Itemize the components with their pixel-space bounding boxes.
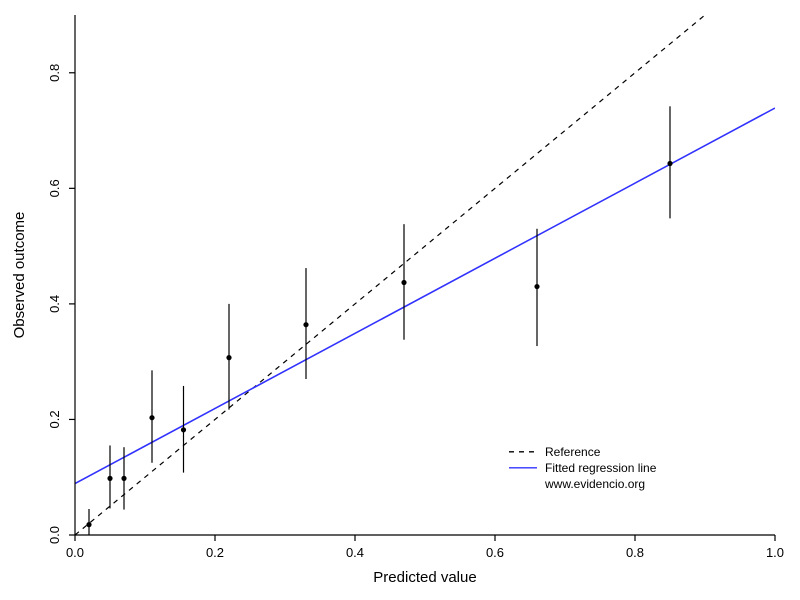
data-point (121, 476, 126, 481)
x-tick-label: 0.6 (486, 545, 504, 560)
data-point (149, 415, 154, 420)
data-point (107, 476, 112, 481)
x-tick-label: 0.4 (346, 545, 364, 560)
data-point (86, 522, 91, 527)
data-point (226, 355, 231, 360)
chart-svg: 0.0 0.2 0.4 0.6 0.8 1.0 0.0 0.2 0.4 0.6 0.8 Predict… (0, 0, 800, 600)
x-tick-label: 0.8 (626, 545, 644, 560)
y-tick-label: 0.2 (47, 410, 62, 428)
y-tick-label: 0.0 (47, 526, 62, 544)
data-point (303, 322, 308, 327)
data-point (534, 284, 539, 289)
plot-background (0, 0, 800, 600)
data-point (181, 427, 186, 432)
data-point (401, 280, 406, 285)
data-point (667, 161, 672, 166)
legend-label: www.evidencio.org (544, 477, 645, 491)
legend-label: Reference (545, 445, 601, 459)
x-tick-label: 0.2 (206, 545, 224, 560)
y-tick-label: 0.8 (47, 64, 62, 82)
x-axis-label: Predicted value (373, 569, 476, 586)
y-tick-label: 0.6 (47, 179, 62, 197)
calibration-plot: 0.0 0.2 0.4 0.6 0.8 1.0 0.0 0.2 0.4 0.6 0.8 Predict… (0, 0, 800, 600)
x-tick-label: 0.0 (66, 545, 84, 560)
x-tick-label: 1.0 (766, 545, 784, 560)
legend-label: Fitted regression line (545, 461, 657, 475)
y-tick-label: 0.4 (47, 295, 62, 313)
y-axis-label: Observed outcome (11, 212, 28, 339)
